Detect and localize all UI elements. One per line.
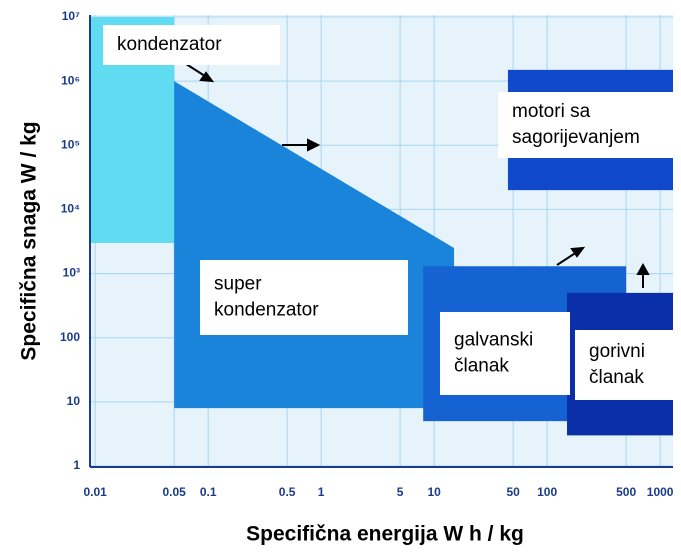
region — [90, 17, 175, 243]
label-box — [103, 25, 280, 65]
y-tick-label: 10⁷ — [62, 9, 80, 23]
y-tick-label: 10 — [67, 394, 81, 408]
region-label: članak — [589, 367, 644, 388]
x-tick-label: 500 — [616, 485, 636, 499]
region-label: kondenzator — [214, 300, 319, 321]
y-tick-label: 100 — [60, 330, 80, 344]
y-tick-label: 10⁴ — [61, 202, 80, 216]
y-tick-label: 10⁶ — [61, 73, 80, 87]
label-box — [498, 92, 675, 158]
region-label: kondenzator — [117, 34, 222, 55]
region-label: motori sa — [512, 101, 591, 122]
y-tick-label: 10⁵ — [61, 137, 80, 151]
x-tick-label: 1000 — [647, 485, 674, 499]
x-tick-label: 0.01 — [83, 485, 107, 499]
x-tick-label: 0.05 — [162, 485, 186, 499]
x-tick-label: 10 — [427, 485, 441, 499]
x-tick-label: 5 — [397, 485, 404, 499]
region-label: super — [214, 274, 262, 295]
x-tick-label: 100 — [537, 485, 557, 499]
y-tick-label: 10³ — [63, 266, 80, 280]
label-box — [575, 330, 675, 400]
x-tick-label: 50 — [506, 485, 520, 499]
x-tick-label: 1 — [318, 485, 325, 499]
x-tick-label: 0.1 — [200, 485, 217, 499]
x-tick-label: 0.5 — [279, 485, 296, 499]
region-label: gorivni — [589, 341, 645, 362]
label-box — [200, 260, 408, 335]
region-label: galvanski — [454, 330, 533, 351]
y-tick-label: 1 — [73, 458, 80, 472]
y-axis-label: Specifična snaga W / kg — [18, 121, 41, 360]
x-axis-label: Specifična energija W h / kg — [246, 523, 524, 546]
label-box — [440, 312, 570, 395]
region-label: sagorijevanjem — [512, 127, 640, 148]
region-label: članak — [454, 356, 509, 377]
